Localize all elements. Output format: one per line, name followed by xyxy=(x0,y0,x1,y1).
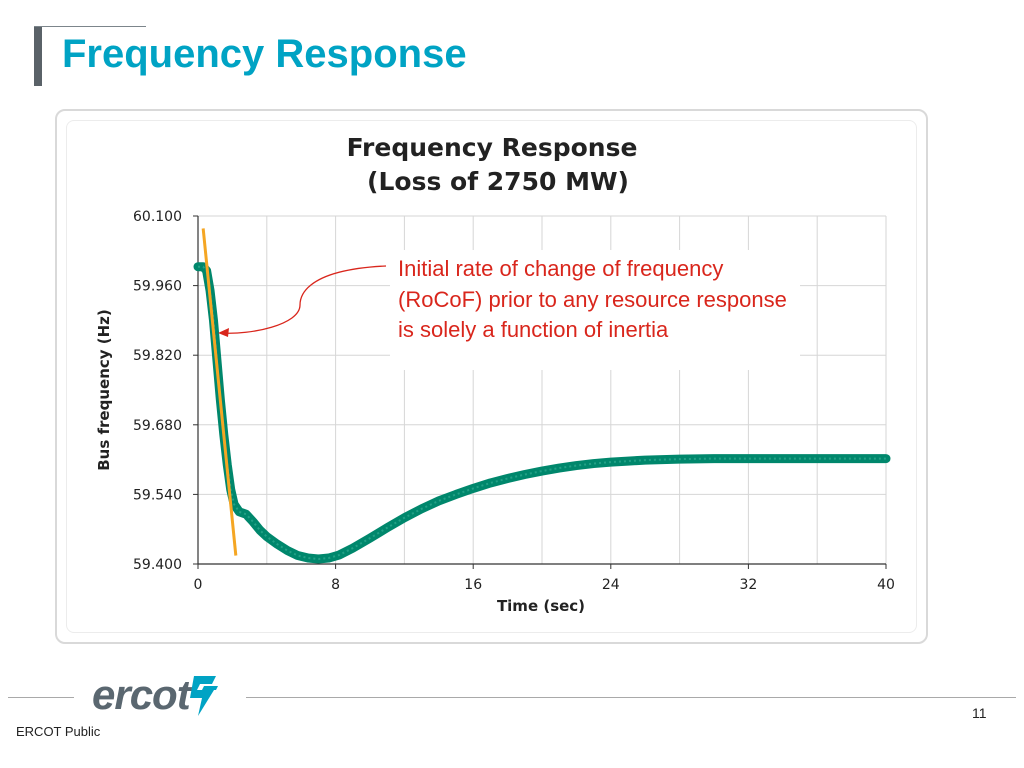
footer-rule-left xyxy=(8,697,74,698)
page-number: 11 xyxy=(972,705,987,721)
chart-title-line-1: Frequency Response xyxy=(347,133,638,162)
logo-wordmark: ercot xyxy=(92,671,191,718)
chart-title-line-2: (Loss of 2750 MW) xyxy=(367,167,629,196)
ercot-logo: ercot xyxy=(92,672,232,720)
title-accent-bar xyxy=(34,26,42,86)
y-tick-label: 59.960 xyxy=(133,279,182,295)
y-tick-label: 59.680 xyxy=(133,418,182,434)
annotation-textbox: Initial rate of change of frequency (RoC… xyxy=(390,250,800,370)
x-tick-label: 40 xyxy=(877,577,895,593)
chart-tick-labels: 0 8 16 24 32 40 59.400 59.540 59.680 59.820 59.960… xyxy=(133,209,895,593)
classification-label: ERCOT Public xyxy=(16,724,101,739)
chart-frame xyxy=(55,109,928,644)
lightning-bolt-icon xyxy=(190,676,218,716)
chart-axes xyxy=(193,215,887,569)
slide-title: Frequency Response xyxy=(62,32,467,76)
chart-frame-inner xyxy=(66,120,917,633)
y-tick-label: 59.820 xyxy=(133,348,182,364)
footer-rule-right xyxy=(246,697,1016,698)
x-axis-label: Time (sec) xyxy=(497,597,585,615)
title-top-rule xyxy=(34,26,146,27)
y-tick-label: 59.400 xyxy=(133,557,182,573)
annotation-arrow xyxy=(221,265,387,334)
x-tick-label: 16 xyxy=(464,577,482,593)
rocof-tangent-line xyxy=(201,228,238,556)
tangent-group xyxy=(201,228,238,556)
y-tick-label: 59.540 xyxy=(133,487,182,503)
x-tick-label: 32 xyxy=(739,577,757,593)
y-axis-label: Bus frequency (Hz) xyxy=(95,309,113,471)
y-tick-label: 60.100 xyxy=(133,209,182,225)
x-tick-label: 0 xyxy=(194,577,203,593)
annotation-arrowhead xyxy=(218,328,229,337)
x-tick-label: 24 xyxy=(602,577,620,593)
x-tick-label: 8 xyxy=(331,577,340,593)
